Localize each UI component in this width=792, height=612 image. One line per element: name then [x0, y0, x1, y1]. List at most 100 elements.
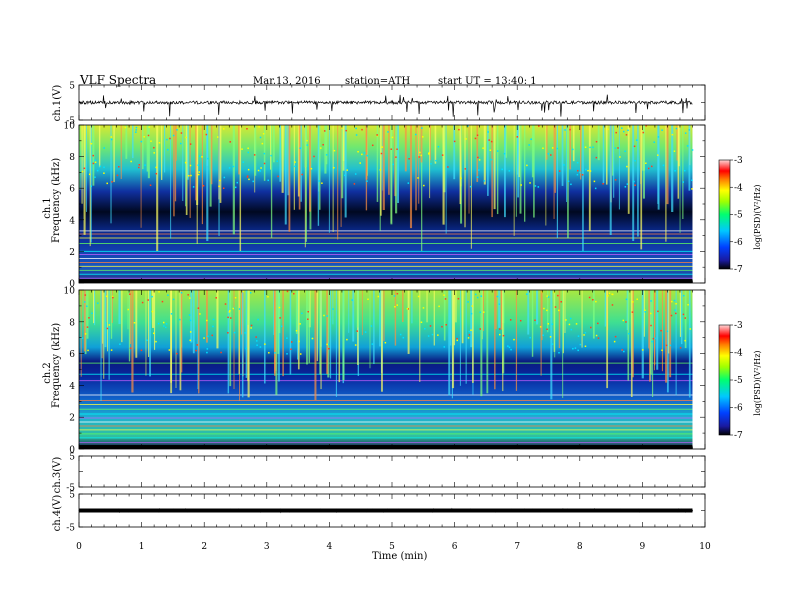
- spectrogram-2-speckle: [574, 347, 577, 349]
- spectrogram-2-speckle: [87, 349, 89, 352]
- spectrogram-2-speckle: [613, 340, 616, 343]
- spectrogram-1-speckle: [143, 136, 145, 138]
- spectrogram-1-speckle: [476, 176, 479, 178]
- spectrogram-2-speckle: [406, 308, 409, 310]
- spectrogram-2-speckle: [268, 352, 270, 354]
- spectrogram-2-speckle: [650, 324, 652, 327]
- spectrogram-1-speckle: [465, 138, 467, 140]
- spectrogram-2-speckle: [199, 313, 201, 315]
- spectrogram-2-speckle: [650, 312, 652, 315]
- spectrogram-1-speckle: [354, 173, 357, 175]
- spectrogram-1-speckle: [158, 142, 161, 144]
- spectrogram-2-speckle: [203, 337, 205, 339]
- spectrogram-2-speckle: [377, 295, 380, 298]
- spectrogram-2-speckle: [583, 334, 585, 336]
- spectrogram-1-speckle: [118, 166, 120, 168]
- station-label: station=ATH: [345, 76, 411, 87]
- spectrogram-1-speckle: [83, 167, 86, 170]
- spectrogram-1-speckle: [585, 168, 587, 171]
- spectrogram-1-speckle: [253, 154, 256, 156]
- spectrogram-2-speckle: [509, 319, 512, 321]
- spectrogram-2-speckle: [129, 293, 131, 295]
- spectrogram-1-speckle: [366, 154, 368, 157]
- spectrogram-2-speckle: [660, 329, 662, 332]
- spectrogram-2-speckle: [529, 336, 531, 339]
- spectrogram-1-speckle: [294, 165, 296, 168]
- spectrogram-2-speckle: [394, 306, 396, 308]
- spectrogram-1-speckle: [593, 180, 596, 183]
- spectrogram-2-speckle: [155, 340, 157, 343]
- spectrogram-1-speckle: [96, 169, 99, 172]
- spectrogram-2-speckle: [608, 292, 611, 295]
- spectrogram-2-speckle: [468, 330, 470, 333]
- spectrogram-2-speckle: [220, 351, 222, 354]
- spectrogram-2-speckle: [290, 348, 292, 350]
- spectrogram-1-speckle: [366, 180, 368, 182]
- spectrogram-1-speckle: [595, 140, 598, 143]
- spectrogram-2-speckle: [224, 303, 227, 305]
- spectrogram-1-speckle: [306, 139, 308, 142]
- spectrogram-1-speckle: [248, 178, 250, 181]
- spectrogram-1-speckle: [594, 187, 597, 190]
- spectrogram-2-speckle: [456, 339, 458, 342]
- spectrogram-2-speckle: [187, 294, 189, 296]
- chart-title: VLF Spectra: [80, 73, 157, 87]
- spectrogram-2-speckle: [167, 294, 169, 296]
- spectrogram-1-speckle: [229, 141, 231, 143]
- spectrogram-2-speckle: [229, 310, 231, 312]
- spectrogram-2-speckle: [127, 308, 129, 311]
- spectrogram-2-speckle: [689, 328, 692, 330]
- spectrogram-1-speckle: [138, 166, 140, 169]
- spectrogram-1-speckle: [99, 165, 101, 168]
- colorbar-1-tick-label: -4: [734, 183, 743, 193]
- spectrogram-1-speckle: [116, 174, 119, 177]
- spectrogram-1-speckle: [614, 147, 617, 149]
- spectrogram-1-speckle: [427, 153, 430, 155]
- spectrogram-2-speckle: [256, 344, 258, 346]
- spectrogram-1-speckle: [530, 138, 532, 140]
- spectrogram-2-speckle: [299, 353, 302, 355]
- x-tick-label: 0: [76, 542, 82, 552]
- spectrogram-2-speckle: [234, 296, 237, 299]
- spectrogram-2-speckle: [597, 337, 600, 339]
- spectrogram-1-speckle: [294, 161, 296, 163]
- spectrogram-1-speckle: [418, 156, 420, 158]
- spectrogram-1-speckle: [422, 136, 424, 138]
- spectrogram-1-speckle: [270, 154, 272, 157]
- spectrogram-1-speckle: [379, 169, 382, 171]
- spectrogram-2-speckle: [671, 300, 673, 303]
- colorbar-1-tick-label: -7: [734, 265, 743, 275]
- spectrogram-2-speckle: [197, 307, 200, 309]
- spectrogram-1-speckle: [478, 169, 480, 171]
- spectrogram-2-speckle: [233, 331, 236, 334]
- spectrogram-1-speckle: [138, 164, 141, 166]
- spectrogram-2-speckle: [232, 307, 235, 310]
- spectrogram-1-speckle: [135, 131, 137, 133]
- spectrogram-2-speckle: [592, 298, 594, 301]
- spectrogram-1-speckle: [94, 159, 97, 161]
- spectrogram-1-speckle: [187, 174, 190, 177]
- spectrogram-2-speckle: [215, 297, 217, 299]
- spectrogram-1-speckle: [595, 156, 598, 159]
- spectrogram-2-speckle: [526, 293, 528, 295]
- spectrogram-1-speckle: [558, 170, 561, 172]
- spectrogram-2-speckle: [227, 332, 229, 334]
- spectrogram-2-speckle: [206, 335, 209, 338]
- spectrogram-2-speckle: [429, 325, 432, 327]
- spectrogram-1-speckle: [263, 152, 266, 155]
- spectrogram-1-speckle: [508, 170, 511, 172]
- spectrogram-2-speckle: [584, 345, 587, 348]
- spectrogram-1-speckle: [567, 180, 570, 183]
- spectrogram-2-speckle: [422, 307, 425, 309]
- spectrogram-1-speckle: [333, 149, 336, 152]
- spectrogram-1-speckle: [313, 155, 315, 158]
- spectrogram-2-speckle: [332, 308, 334, 310]
- spectrogram-1-speckle: [534, 185, 537, 187]
- panel-0-ytick-label: -5: [66, 117, 75, 127]
- spectrogram-1-speckle: [516, 136, 519, 138]
- spectrogram-1-speckle: [218, 185, 220, 188]
- spectrogram-1-speckle: [207, 157, 209, 160]
- spectrogram-2-speckle: [519, 319, 522, 322]
- spectrogram-2-speckle: [354, 344, 357, 346]
- spectrogram-2-speckle: [245, 347, 247, 350]
